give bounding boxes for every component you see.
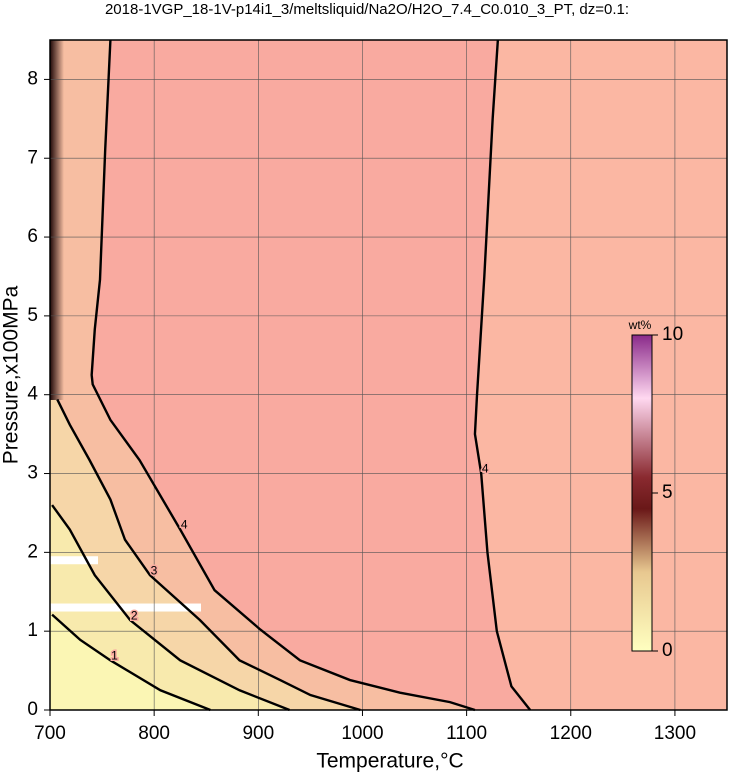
colorbar-label: wt% (628, 318, 652, 332)
x-tick-label: 800 (138, 723, 170, 744)
data-gap (50, 603, 201, 612)
contour-line (473, 39, 532, 711)
y-tick-label: 7 (27, 147, 38, 168)
contour-label: 4 (482, 462, 489, 476)
colorbar-tick-label: 10 (662, 324, 683, 345)
y-tick-label: 2 (27, 541, 38, 562)
contour-line (51, 613, 211, 712)
y-tick-label: 5 (27, 305, 38, 326)
colorbar-tick-label: 0 (662, 640, 673, 661)
plot-frame (49, 39, 728, 711)
fill-region (50, 40, 475, 710)
contour-label: 1 (111, 649, 118, 663)
high-value-strip (50, 40, 64, 400)
fill-region (474, 40, 727, 710)
chart-title: 2018-1VGP_18-1V-p14i1_3/meltsliquid/Na2O… (105, 1, 629, 18)
contour-label: 3 (151, 563, 158, 577)
y-axis-label: Pressure,x100MPa (0, 285, 23, 464)
contour-line (51, 504, 290, 712)
colorbar-tick-label: 5 (662, 482, 673, 503)
contour-line (90, 39, 476, 712)
fill-region (50, 614, 211, 710)
y-tick-label: 4 (27, 384, 38, 405)
x-axis-label: Temperature,°C (316, 750, 463, 773)
contour-label: 4 (181, 518, 188, 532)
data-gap (50, 556, 98, 565)
x-tick-label: 700 (34, 723, 66, 744)
x-tick-label: 900 (242, 723, 274, 744)
y-tick-label: 1 (27, 620, 38, 641)
x-tick-label: 1100 (446, 723, 487, 744)
colorbar (631, 334, 653, 652)
y-tick-label: 6 (27, 226, 38, 247)
y-tick-label: 0 (27, 699, 38, 720)
x-tick-label: 1200 (550, 723, 592, 744)
x-tick-label: 1300 (654, 723, 696, 744)
x-tick-label: 1000 (341, 723, 383, 744)
contour-line (56, 398, 361, 712)
y-tick-label: 8 (27, 68, 38, 89)
y-tick-label: 3 (27, 463, 38, 484)
contour-label: 2 (131, 608, 138, 622)
